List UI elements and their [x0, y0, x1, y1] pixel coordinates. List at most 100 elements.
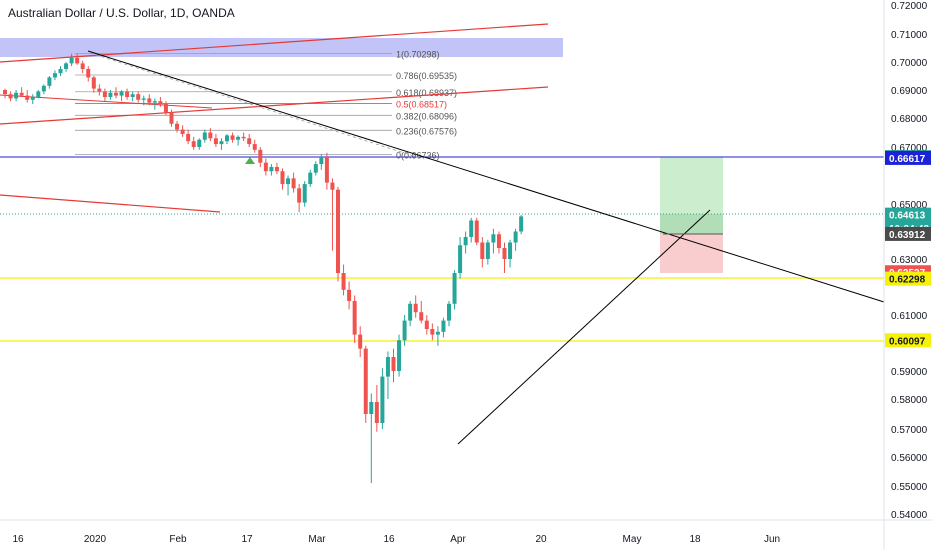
candle-body	[413, 303, 418, 313]
candle-body	[225, 135, 229, 142]
profit-zone-near	[660, 214, 723, 234]
candle-body	[508, 242, 513, 259]
candle-body	[64, 63, 69, 69]
y-tick-label: 0.59000	[891, 367, 928, 378]
candle-body	[241, 136, 246, 139]
supply-zone	[0, 38, 563, 57]
y-tick-label: 0.58000	[891, 395, 928, 406]
candle-body	[269, 166, 274, 172]
candle-body	[385, 357, 390, 377]
candle-body	[75, 57, 80, 64]
candle-body	[197, 139, 202, 147]
candle-body	[397, 340, 402, 371]
candle-body	[163, 104, 168, 113]
x-tick-label: 2020	[84, 534, 107, 545]
candle-body	[447, 303, 451, 321]
candle-body	[469, 220, 474, 237]
y-tick-label: 0.70000	[891, 58, 928, 69]
price-label-text: 0.60097	[889, 336, 926, 347]
candle-body	[502, 248, 507, 259]
price-label-box	[885, 150, 931, 165]
y-tick-label: 0.72000	[891, 1, 928, 12]
candle-body	[352, 301, 357, 335]
candle-body	[408, 303, 413, 321]
price-label-box	[885, 333, 931, 348]
candle-body	[130, 94, 135, 97]
candle-body	[3, 90, 7, 95]
candle-body	[358, 334, 363, 349]
candle-body	[36, 91, 41, 97]
fib-label: 0.786(0.69535)	[396, 71, 457, 81]
candle-body	[69, 57, 74, 64]
candle-body	[374, 402, 379, 423]
candle-body	[369, 402, 374, 414]
candle-body	[402, 320, 407, 341]
candle-body	[208, 132, 213, 139]
uptrend-line	[457, 209, 711, 445]
loss-zone	[660, 234, 723, 273]
candle-body	[136, 94, 141, 100]
candle-body	[430, 329, 435, 335]
fib-label: 1(0.70298)	[396, 50, 440, 60]
profit-zone	[660, 157, 723, 214]
candle-body	[474, 220, 479, 243]
candle-body	[363, 348, 368, 414]
channel-top-line	[0, 23, 549, 63]
candle-body	[119, 91, 124, 96]
candle-body	[236, 136, 241, 140]
price-label-text: 0.62298	[889, 275, 926, 286]
candle-body	[441, 320, 446, 332]
x-tick-label: 16	[383, 534, 395, 545]
price-label-box	[885, 271, 931, 286]
price-label-box	[885, 226, 931, 241]
candle-body	[114, 92, 118, 96]
fib-label: 0(0.66736)	[396, 151, 440, 161]
candle-body	[258, 149, 263, 163]
candle-body	[347, 289, 352, 301]
candle-body	[341, 273, 346, 290]
x-tick-label: May	[623, 534, 642, 545]
candle-body	[152, 101, 157, 103]
x-tick-label: Jun	[764, 534, 780, 545]
channel-bottom-line	[0, 86, 549, 125]
candle-body	[380, 376, 385, 423]
y-tick-label: 0.54000	[891, 510, 928, 521]
candle-body	[58, 69, 63, 74]
candle-body	[80, 63, 85, 69]
chart-title: Australian Dollar / U.S. Dollar, 1D, OAN…	[8, 6, 235, 20]
candle-body	[308, 172, 313, 185]
x-tick-label: Apr	[450, 534, 466, 545]
x-tick-label: 20	[535, 534, 547, 545]
candle-body	[125, 91, 130, 97]
candle-body	[263, 162, 268, 172]
candle-body	[424, 320, 429, 329]
candle-body	[47, 77, 52, 86]
downtrend-line	[87, 50, 885, 303]
candle-body	[485, 242, 490, 259]
candle-body	[274, 166, 279, 172]
candle-body	[297, 188, 302, 203]
candle-body	[41, 85, 46, 92]
candle-body	[324, 156, 329, 183]
candle-body	[30, 97, 35, 100]
y-tick-label: 0.65000	[891, 200, 928, 211]
fib-label: 0.382(0.68096)	[396, 111, 457, 121]
y-tick-label: 0.57000	[891, 425, 928, 436]
candle-body	[141, 98, 146, 100]
price-label-text: 0.63912	[889, 230, 926, 241]
candle-body	[313, 164, 318, 173]
candle-body	[52, 73, 57, 78]
x-tick-label: Feb	[169, 534, 187, 545]
candle-body	[330, 182, 335, 190]
price-label-text: 0.64613	[889, 211, 926, 222]
candle-body	[158, 101, 163, 104]
candle-body	[108, 92, 113, 97]
candle-body	[435, 331, 440, 335]
candle-body	[452, 273, 457, 304]
candle-body	[463, 237, 468, 246]
y-tick-label: 0.55000	[891, 482, 928, 493]
price-label-box	[885, 207, 931, 222]
x-tick-label: 16	[12, 534, 24, 545]
x-tick-label: 18	[689, 534, 701, 545]
